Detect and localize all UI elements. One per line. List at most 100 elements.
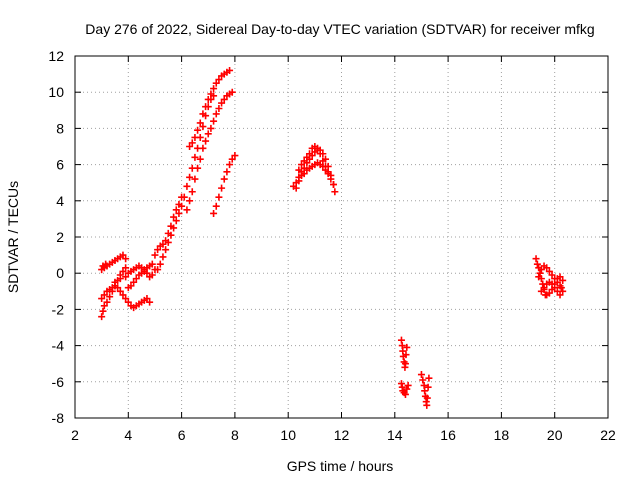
y-tick-labels: -8 -6 -4 -2 0 2 4 6 8 10 12 bbox=[48, 48, 64, 426]
data-point bbox=[403, 385, 411, 393]
data-point bbox=[425, 374, 433, 382]
data-point bbox=[543, 264, 551, 272]
data-point bbox=[103, 298, 111, 306]
data-point bbox=[532, 255, 540, 263]
data-point bbox=[186, 173, 194, 181]
data-point bbox=[210, 209, 218, 217]
data-point bbox=[548, 271, 556, 279]
data-point bbox=[154, 266, 162, 274]
data-point bbox=[194, 164, 202, 172]
x-tick-label: 8 bbox=[231, 427, 239, 443]
y-tick-label: 0 bbox=[56, 265, 64, 281]
data-point bbox=[180, 193, 188, 201]
data-point bbox=[298, 161, 306, 169]
data-point bbox=[402, 351, 410, 359]
x-tick-label: 14 bbox=[387, 427, 403, 443]
data-point bbox=[178, 202, 186, 210]
data-point bbox=[536, 269, 544, 277]
x-tick-labels: 2 4 6 8 10 12 14 16 18 20 22 bbox=[71, 427, 616, 443]
data-point bbox=[331, 188, 339, 196]
data-point bbox=[164, 238, 172, 246]
data-point bbox=[551, 280, 559, 288]
data-point bbox=[212, 79, 220, 87]
data-point bbox=[226, 66, 234, 74]
data-point bbox=[204, 95, 212, 103]
x-axis-label: GPS time / hours bbox=[287, 458, 394, 474]
data-point bbox=[327, 175, 335, 183]
data-point bbox=[218, 184, 226, 192]
x-tick-label: 4 bbox=[124, 427, 132, 443]
data-point bbox=[556, 273, 564, 281]
data-point bbox=[100, 291, 108, 299]
x-tick-label: 2 bbox=[71, 427, 79, 443]
y-tick-label: 10 bbox=[48, 84, 64, 100]
data-point bbox=[535, 273, 543, 281]
data-point bbox=[199, 123, 207, 131]
data-point bbox=[540, 284, 548, 292]
data-point bbox=[292, 184, 300, 192]
x-tick-label: 6 bbox=[178, 427, 186, 443]
data-point bbox=[122, 295, 130, 303]
data-point bbox=[548, 285, 556, 293]
data-point bbox=[202, 103, 210, 111]
data-point bbox=[537, 287, 545, 295]
y-tick-label: 2 bbox=[56, 229, 64, 245]
data-point bbox=[191, 133, 199, 141]
data-point bbox=[183, 182, 191, 190]
data-point bbox=[401, 360, 409, 368]
data-point bbox=[223, 168, 231, 176]
data-point bbox=[559, 276, 567, 284]
data-point bbox=[557, 284, 565, 292]
data-point bbox=[148, 260, 156, 268]
data-point bbox=[417, 371, 425, 379]
data-point bbox=[188, 188, 196, 196]
data-point bbox=[162, 246, 170, 254]
data-point bbox=[545, 289, 553, 297]
data-point bbox=[212, 110, 220, 118]
data-point bbox=[116, 275, 124, 283]
data-point bbox=[170, 213, 178, 221]
data-point bbox=[106, 293, 114, 301]
y-tick-label: 8 bbox=[56, 120, 64, 136]
data-point bbox=[199, 110, 207, 118]
data-point bbox=[401, 390, 409, 398]
data-point bbox=[99, 307, 107, 315]
data-point bbox=[122, 255, 130, 263]
data-point bbox=[98, 295, 106, 303]
data-point bbox=[183, 206, 191, 214]
data-point bbox=[215, 76, 223, 84]
x-tick-label: 22 bbox=[600, 427, 616, 443]
data-point bbox=[167, 231, 175, 239]
data-point bbox=[175, 209, 183, 217]
y-tick-label: 12 bbox=[48, 48, 64, 64]
data-point bbox=[210, 85, 218, 93]
data-point bbox=[300, 170, 308, 178]
data-point bbox=[146, 298, 154, 306]
data-point bbox=[204, 130, 212, 138]
data-point bbox=[124, 298, 132, 306]
axis-ticks bbox=[74, 55, 609, 419]
data-point bbox=[423, 394, 431, 402]
chart-title: Day 276 of 2022, Sidereal Day-to-day VTE… bbox=[85, 21, 594, 37]
data-point bbox=[559, 287, 567, 295]
data-point bbox=[330, 181, 338, 189]
data-point bbox=[556, 291, 564, 299]
data-point bbox=[119, 291, 127, 299]
x-tick-label: 10 bbox=[280, 427, 296, 443]
data-point bbox=[159, 253, 167, 261]
data-point bbox=[143, 295, 151, 303]
data-point bbox=[207, 124, 215, 132]
data-point bbox=[170, 224, 178, 232]
data-point bbox=[196, 155, 204, 163]
data-point bbox=[424, 383, 432, 391]
x-tick-label: 20 bbox=[547, 427, 563, 443]
data-point bbox=[130, 278, 138, 286]
data-point bbox=[423, 401, 431, 409]
data-point bbox=[194, 126, 202, 134]
data-point bbox=[303, 153, 311, 161]
y-tick-label: -8 bbox=[52, 410, 65, 426]
data-point bbox=[226, 161, 234, 169]
data-point bbox=[151, 251, 159, 259]
data-point bbox=[154, 246, 162, 254]
data-points bbox=[98, 66, 567, 409]
